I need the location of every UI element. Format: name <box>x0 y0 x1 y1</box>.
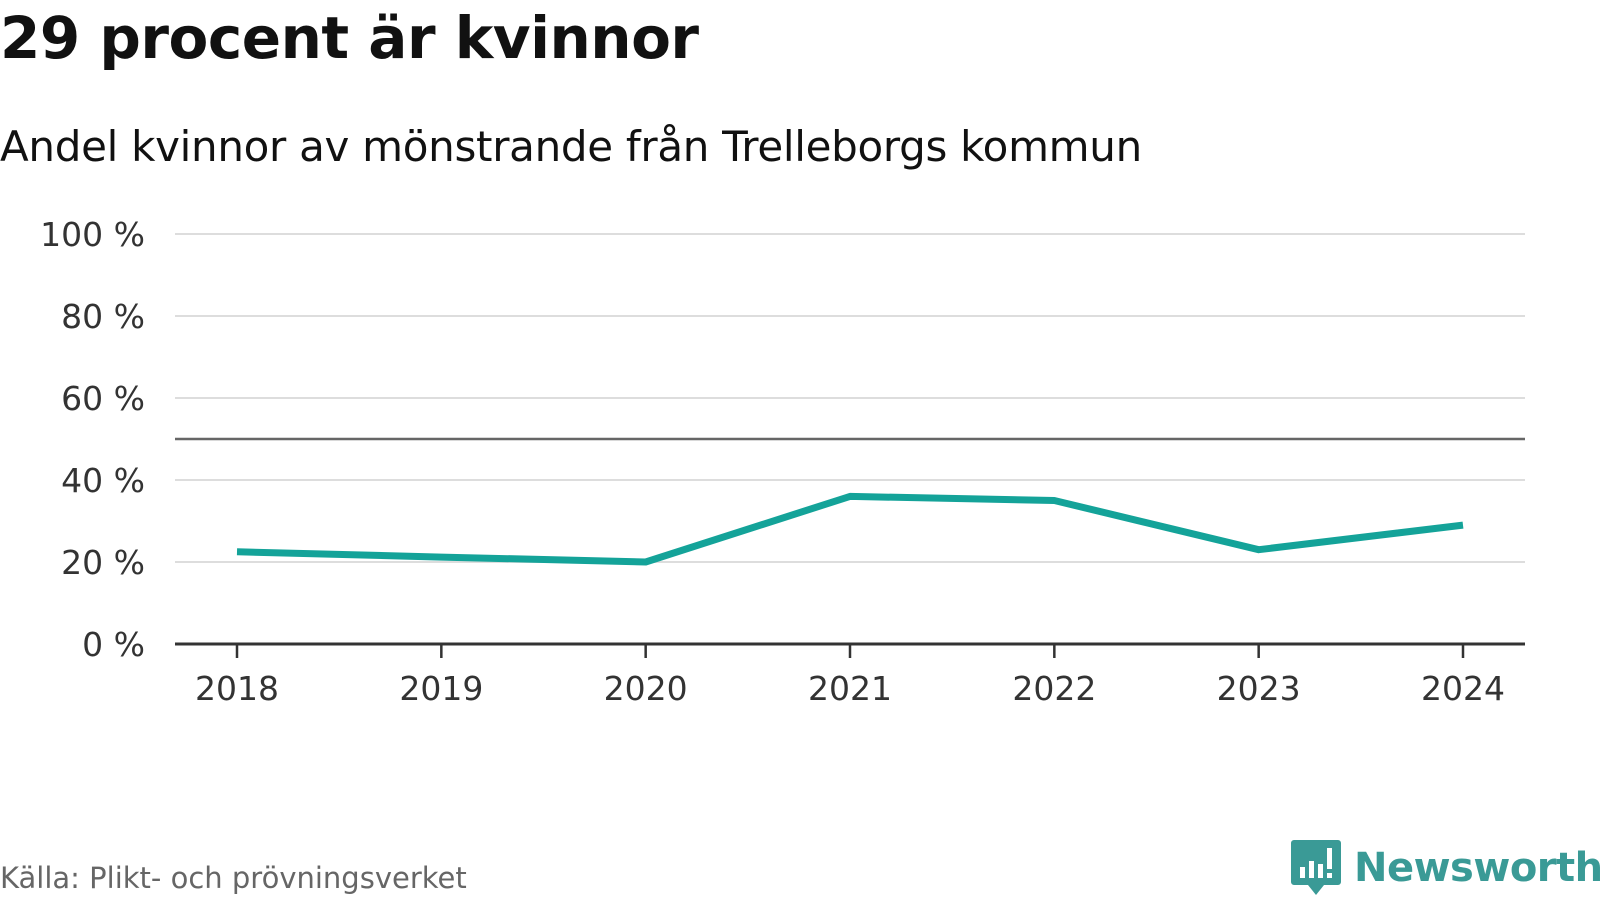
line-chart: 0 % 20 % 40 % 60 % 80 % 100 % 2018 2019 2020 202… <box>0 200 1600 720</box>
x-tick-label: 2022 <box>1012 669 1096 708</box>
y-axis-tick-labels: 0 % 20 % 40 % 60 % 80 % 100 % <box>40 215 145 664</box>
x-tick-label: 2020 <box>604 669 688 708</box>
x-tick-label: 2018 <box>195 669 279 708</box>
x-tick-label: 2019 <box>399 669 483 708</box>
y-tick-label: 40 % <box>61 461 145 500</box>
x-tick-label: 2024 <box>1421 669 1505 708</box>
series-line <box>237 496 1463 562</box>
y-tick-label: 100 % <box>40 215 145 254</box>
y-tick-label: 20 % <box>61 543 145 582</box>
y-tick-label: 80 % <box>61 297 145 336</box>
y-tick-label: 60 % <box>61 379 145 418</box>
brand-name: Newsworthy <box>1354 845 1600 891</box>
brand-logo: Newsworthy <box>1290 838 1600 898</box>
gridlines <box>175 234 1525 562</box>
chart-title: 29 procent är kvinnor <box>0 4 699 72</box>
y-tick-label: 0 % <box>82 625 145 664</box>
x-tick-label: 2021 <box>808 669 892 708</box>
series-layer <box>237 496 1463 562</box>
source-note: Källa: Plikt- och prövningsverket <box>0 861 467 895</box>
bar-chart-speech-bubble-icon <box>1290 838 1342 898</box>
chart-subtitle: Andel kvinnor av mönstrande från Trelleb… <box>0 122 1142 171</box>
x-axis: 2018 2019 2020 2021 2022 2023 2024 <box>175 644 1525 708</box>
x-tick-label: 2023 <box>1217 669 1301 708</box>
